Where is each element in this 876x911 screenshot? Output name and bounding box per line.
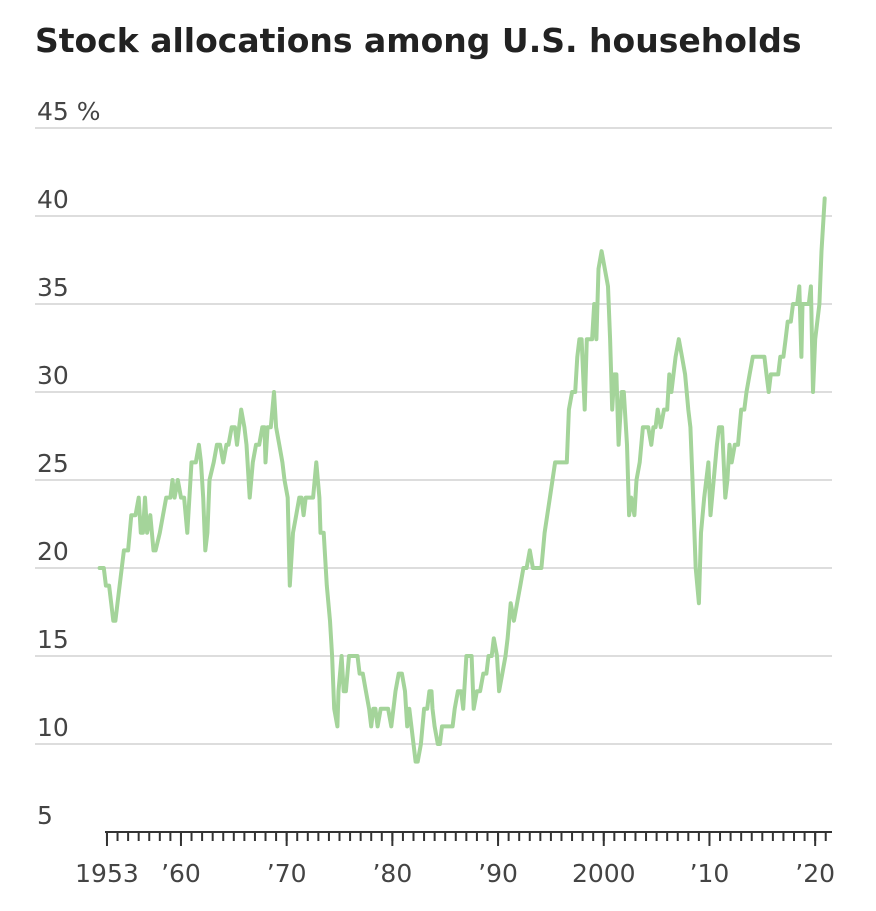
- chart-title: Stock allocations among U.S. households: [35, 21, 801, 60]
- x-tick-label: ’60: [161, 859, 201, 888]
- x-tick-label: ’70: [267, 859, 307, 888]
- x-tick-label: ’10: [690, 859, 730, 888]
- y-tick-label: 5: [37, 801, 53, 830]
- x-tick-label: 1953: [75, 859, 139, 888]
- x-tick-label: ’20: [795, 859, 835, 888]
- y-tick-label: 45 %: [37, 97, 101, 126]
- x-tick-label: ’80: [372, 859, 412, 888]
- data-line: [97, 196, 827, 764]
- y-tick-label: 35: [37, 273, 69, 302]
- y-tick-label: 30: [37, 361, 69, 390]
- y-tick-label: 20: [37, 537, 69, 566]
- x-tick-label: ’90: [478, 859, 518, 888]
- y-tick-label: 40: [37, 185, 69, 214]
- y-tick-label: 10: [37, 713, 69, 742]
- x-tick-label: 2000: [572, 859, 636, 888]
- y-tick-label: 15: [37, 625, 69, 654]
- y-tick-label: 25: [37, 449, 69, 478]
